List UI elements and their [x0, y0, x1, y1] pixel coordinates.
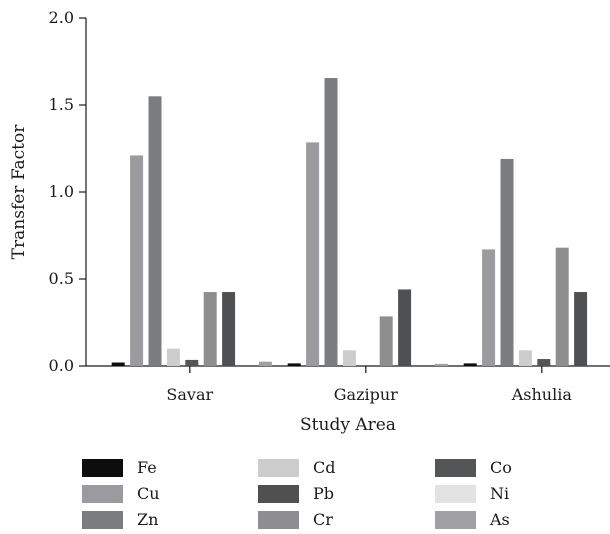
legend-item-cd: Cd	[258, 457, 335, 479]
legend-item-ni: Ni	[435, 483, 509, 505]
legend-label: Fe	[137, 458, 157, 477]
bar-cr-gazipur	[379, 316, 393, 366]
y-tick-label: 0.0	[49, 356, 74, 375]
bar-as-gazipur	[434, 363, 448, 366]
legend-label: Cd	[313, 458, 336, 477]
y-axis: 0.0 0.5 1.0 1.5 2.0	[49, 8, 87, 375]
bar-fe-ashulia	[463, 363, 477, 366]
bar-cr-savar	[203, 292, 217, 366]
legend-label: Ni	[490, 484, 510, 503]
bar-pb-ashulia	[574, 292, 588, 366]
legend: Fe Cd Co Cu Pb Ni Zn Cr As	[82, 455, 582, 533]
bar-cu-savar	[130, 155, 144, 366]
legend-swatch	[435, 485, 476, 503]
bar-co-savar	[185, 359, 199, 366]
legend-label: As	[490, 510, 510, 529]
bar-cu-ashulia	[482, 249, 496, 366]
legend-item-as: As	[435, 509, 510, 531]
legend-swatch	[258, 511, 299, 529]
bar-fe-savar	[111, 362, 125, 366]
bar-as-savar	[258, 361, 272, 366]
x-axis: Savar Gazipur Ashulia	[86, 365, 610, 404]
bar-zn-savar	[148, 96, 162, 367]
x-axis-title: Study Area	[300, 415, 396, 435]
legend-label: Co	[490, 458, 512, 477]
legend-swatch	[435, 459, 476, 477]
bar-zn-ashulia	[500, 158, 514, 366]
x-tick-label: Gazipur	[334, 385, 398, 404]
x-tick-label: Ashulia	[511, 385, 573, 404]
bar-cd-gazipur	[342, 350, 356, 366]
legend-label: Cr	[313, 510, 333, 529]
bar-co-ashulia	[537, 359, 551, 366]
legend-item-pb: Pb	[258, 483, 334, 505]
y-tick-label: 1.5	[49, 95, 74, 114]
y-tick-label: 0.5	[49, 269, 74, 288]
bar-cd-savar	[166, 348, 180, 366]
y-axis-title: Transfer Factor	[9, 124, 29, 260]
legend-swatch	[258, 459, 299, 477]
legend-item-zn: Zn	[82, 509, 158, 531]
legend-swatch	[435, 511, 476, 529]
y-tick-label: 1.0	[49, 182, 74, 201]
legend-swatch	[82, 459, 123, 477]
x-tick-label: Savar	[166, 385, 213, 404]
bars	[111, 78, 588, 367]
legend-label: Cu	[137, 484, 160, 503]
legend-label: Zn	[137, 510, 159, 529]
legend-swatch	[82, 485, 123, 503]
legend-label: Pb	[313, 484, 335, 503]
bar-pb-gazipur	[398, 289, 412, 366]
legend-item-cr: Cr	[258, 509, 333, 531]
y-tick-label: 2.0	[49, 8, 74, 27]
legend-item-fe: Fe	[82, 457, 157, 479]
bar-cu-gazipur	[306, 142, 320, 366]
bar-chart: 0.0 0.5 1.0 1.5 2.0 Savar Gazipur Ashulia Tran…	[9, 8, 610, 435]
legend-swatch	[258, 485, 299, 503]
bar-cd-ashulia	[518, 350, 532, 366]
bar-pb-savar	[222, 292, 236, 366]
bar-fe-gazipur	[287, 363, 301, 366]
legend-item-cu: Cu	[82, 483, 160, 505]
bar-zn-gazipur	[324, 78, 338, 366]
legend-swatch	[82, 511, 123, 529]
bar-cr-ashulia	[555, 247, 569, 366]
legend-item-co: Co	[435, 457, 512, 479]
